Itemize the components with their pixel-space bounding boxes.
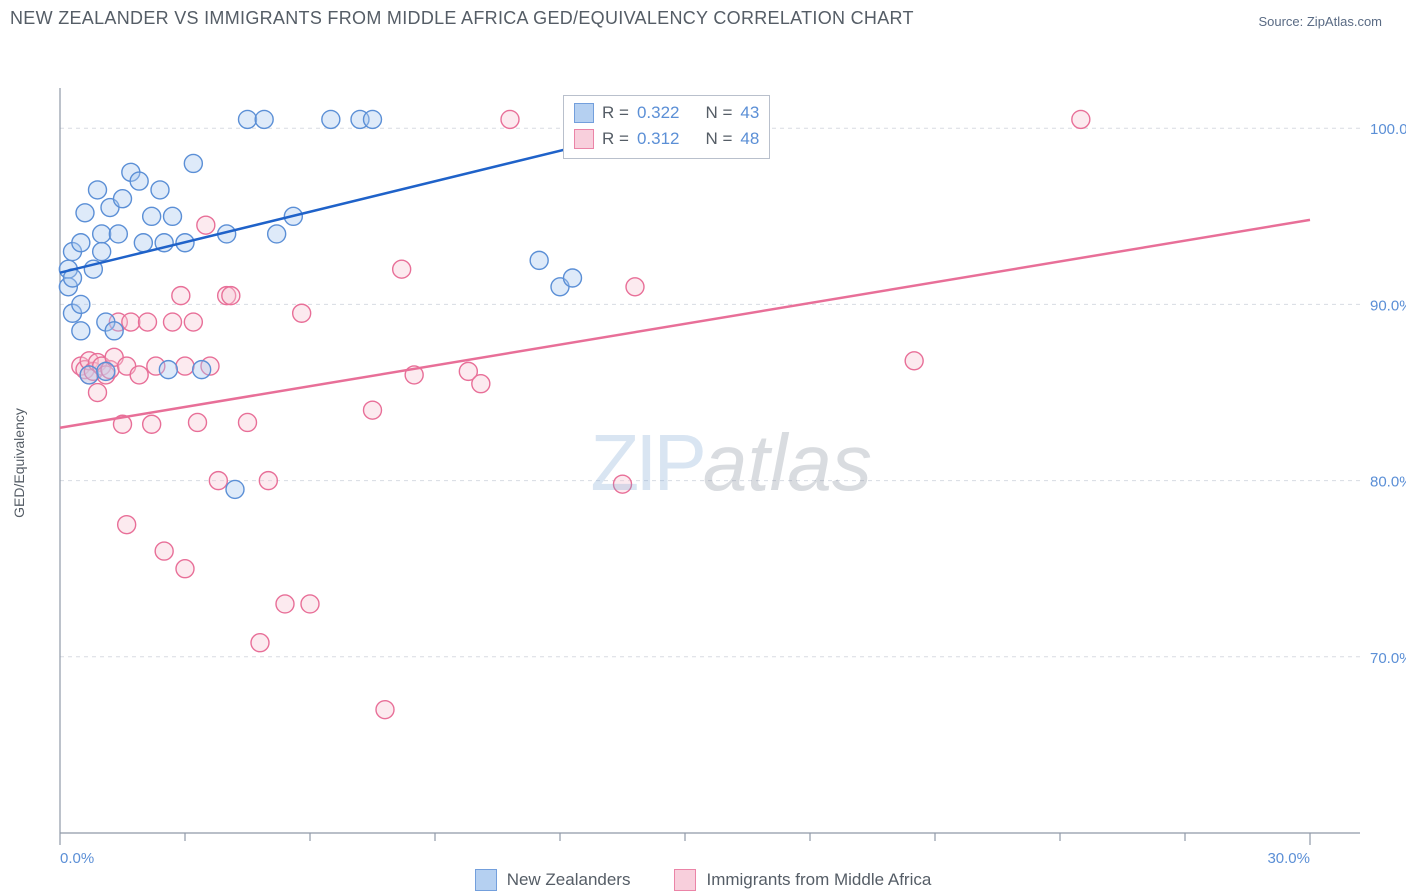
legend-swatch-series2 [674,869,696,891]
n-value-series1: 43 [740,103,759,123]
swatch-series1 [574,103,594,123]
legend-item-series2: Immigrants from Middle Africa [674,869,931,891]
svg-text:90.0%: 90.0% [1370,297,1406,314]
swatch-series2 [574,129,594,149]
chart-header: NEW ZEALANDER VS IMMIGRANTS FROM MIDDLE … [0,0,1406,33]
legend-label-series2: Immigrants from Middle Africa [706,870,931,890]
svg-text:70.0%: 70.0% [1370,650,1406,667]
legend-swatch-series1 [475,869,497,891]
svg-text:80.0%: 80.0% [1370,474,1406,491]
legend: New Zealanders Immigrants from Middle Af… [0,869,1406,891]
r-value-series2: 0.312 [637,129,680,149]
n-value-series2: 48 [740,129,759,149]
chart-area: GED/Equivalency 70.0% 80.0% 90.0% 100.0% 0.0… [0,33,1406,892]
svg-text:30.0%: 30.0% [1267,850,1310,865]
stat-row-series2: R = 0.312 N = 48 [574,126,759,152]
svg-text:0.0%: 0.0% [60,850,94,865]
y-axis-label: GED/Equivalency [11,408,27,518]
r-value-series1: 0.322 [637,103,680,123]
legend-label-series1: New Zealanders [507,870,631,890]
stat-row-series1: R = 0.322 N = 43 [574,100,759,126]
correlation-stat-box: R = 0.322 N = 43 R = 0.312 N = 48 [563,95,770,159]
chart-title: NEW ZEALANDER VS IMMIGRANTS FROM MIDDLE … [10,8,914,29]
chart-source: Source: ZipAtlas.com [1258,14,1382,29]
svg-text:100.0%: 100.0% [1370,121,1406,138]
legend-item-series1: New Zealanders [475,869,631,891]
